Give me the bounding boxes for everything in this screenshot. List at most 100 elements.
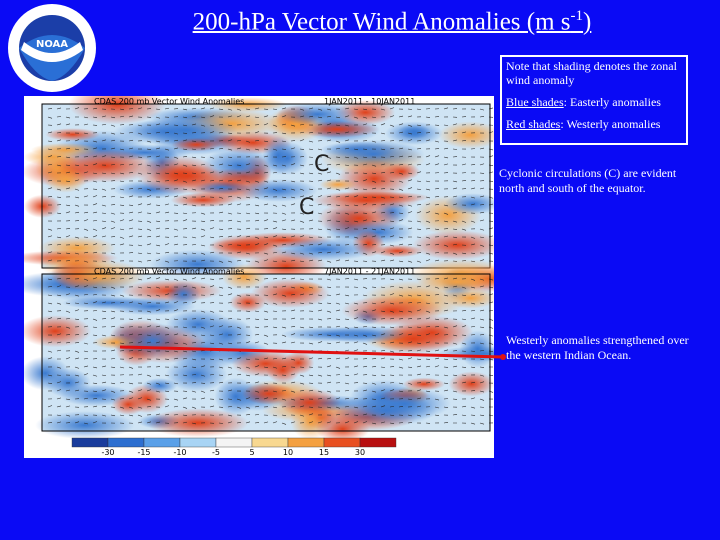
wind-vector <box>398 260 404 263</box>
wind-vector <box>245 421 251 424</box>
wind-vector <box>344 326 350 329</box>
wind-vector <box>308 140 314 143</box>
wind-vector <box>155 131 161 134</box>
wind-vector <box>263 243 269 246</box>
wind-vector <box>335 334 341 337</box>
wind-vector <box>353 365 359 368</box>
wind-vector <box>317 318 323 321</box>
wind-vector <box>353 334 359 337</box>
wind-vector <box>47 422 53 424</box>
wind-vector <box>83 243 89 246</box>
wind-vector <box>119 188 125 191</box>
wind-vector <box>191 334 197 337</box>
wind-vector <box>182 188 188 190</box>
wind-vector <box>389 227 395 230</box>
wind-vector <box>470 220 476 223</box>
wind-vector <box>290 373 296 376</box>
wind-vector <box>272 235 278 238</box>
wind-vector <box>290 358 296 361</box>
wind-vector <box>281 140 287 143</box>
wind-vector <box>227 132 233 134</box>
wind-vector <box>254 204 260 207</box>
wind-vector <box>254 188 260 191</box>
wind-vector <box>335 132 341 135</box>
wind-vector <box>281 132 287 135</box>
wind-vector <box>92 286 98 289</box>
wind-vector <box>344 131 350 134</box>
wind-vector <box>335 325 341 328</box>
wind-vector <box>191 301 197 304</box>
wind-vector <box>218 244 224 247</box>
anomaly-shade <box>24 315 92 348</box>
wind-vector <box>272 204 278 207</box>
wind-vector <box>119 366 125 369</box>
wind-vector <box>236 366 242 369</box>
wind-vector <box>209 188 215 190</box>
wind-vector <box>227 148 233 151</box>
wind-vector <box>416 294 422 296</box>
wind-vector <box>65 310 71 313</box>
wind-vector <box>101 277 107 280</box>
wind-vector <box>308 107 314 110</box>
wind-vector <box>119 326 125 329</box>
wind-vector <box>353 204 359 207</box>
wind-vector <box>371 390 377 393</box>
wind-vector <box>353 188 359 191</box>
wind-vector <box>155 147 161 150</box>
wind-vector <box>353 309 359 312</box>
wind-vector <box>227 366 233 369</box>
wind-vector <box>479 195 485 198</box>
wind-vector <box>443 286 449 289</box>
wind-vector <box>218 358 224 361</box>
wind-vector <box>155 374 161 377</box>
wind-vector <box>380 413 386 416</box>
wind-vector <box>380 301 386 304</box>
wind-vector <box>155 123 161 126</box>
wind-vector <box>290 147 296 150</box>
wind-vector <box>335 318 341 320</box>
wind-vector <box>443 382 449 384</box>
wind-vector <box>299 286 305 289</box>
wind-vector <box>425 220 431 223</box>
wind-vector <box>380 140 386 142</box>
wind-vector <box>164 123 170 126</box>
wind-vector <box>371 187 377 190</box>
wind-vector <box>425 116 431 118</box>
wind-vector <box>74 236 80 239</box>
wind-vector <box>218 163 224 166</box>
wind-vector <box>362 310 368 313</box>
wind-vector <box>434 406 440 409</box>
wind-vector <box>137 397 143 400</box>
wind-vector <box>74 318 80 320</box>
wind-vector <box>245 196 251 199</box>
wind-vector <box>263 203 269 206</box>
wind-vector <box>218 188 224 190</box>
wind-vector <box>335 251 341 254</box>
wind-vector <box>164 148 170 151</box>
wind-vector <box>389 124 395 127</box>
wind-vector <box>344 115 350 118</box>
wind-vector <box>155 227 161 230</box>
wind-vector <box>326 390 332 393</box>
wind-vector <box>299 382 305 385</box>
wind-vector <box>227 405 233 408</box>
wind-vector <box>182 180 188 183</box>
wind-vector <box>344 124 350 127</box>
wind-vector <box>407 366 413 368</box>
wind-vector <box>326 397 332 400</box>
wind-vector <box>254 414 260 416</box>
wind-vector <box>353 116 359 119</box>
wind-vector <box>263 252 269 255</box>
wind-vector <box>371 366 377 368</box>
wind-vector <box>65 293 71 296</box>
wind-vector <box>299 172 305 175</box>
wind-vector <box>353 236 359 239</box>
anomaly-shade <box>238 179 318 202</box>
wind-vector <box>245 374 251 377</box>
wind-vector <box>137 406 143 409</box>
wind-vector <box>110 116 116 119</box>
wind-vector <box>200 107 206 110</box>
wind-vector <box>371 302 377 305</box>
wind-vector <box>326 374 332 377</box>
wind-vector <box>416 203 422 206</box>
